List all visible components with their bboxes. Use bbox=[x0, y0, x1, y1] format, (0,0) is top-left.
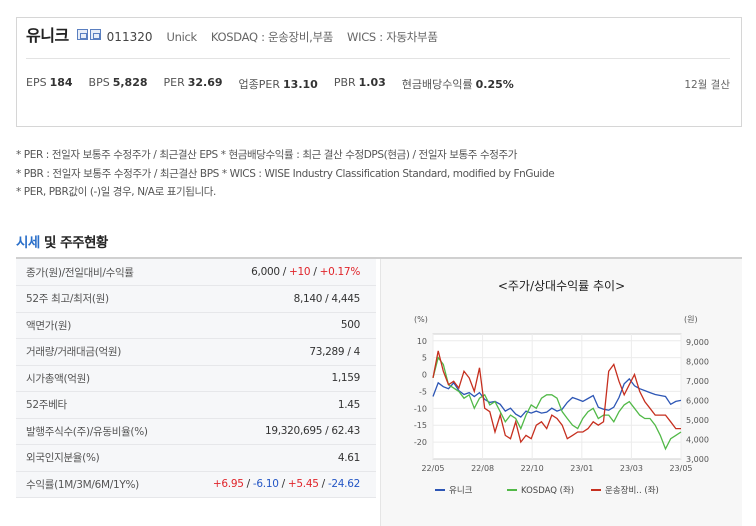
footnote-per: * PER : 전일자 보통주 수정주가 / 최근결산 EPS * 현금배당수익… bbox=[16, 149, 518, 161]
table-row: 시가총액(억원) 1,159 bbox=[16, 365, 376, 392]
y-left-tick-label: 0 bbox=[422, 371, 427, 380]
row-value: 4.61 bbox=[196, 444, 376, 472]
y-left-tick-label: -20 bbox=[414, 438, 427, 447]
price-chart: 10 5 0 -5 -10 -15 -20 9,000 8,000 7,000 6,000 5,000… bbox=[414, 315, 709, 496]
company-header: 유니크 011320 Unick KOSDAQ : 운송장비,부품 WICS :… bbox=[26, 22, 438, 46]
table-row: 외국인지분율(%) 4.61 bbox=[16, 444, 376, 472]
stat-industry-per: 업종PER 13.10 bbox=[238, 78, 318, 91]
wics-sector: WICS : 자동차부품 bbox=[347, 30, 438, 44]
y-left-tick-label: 5 bbox=[422, 354, 427, 363]
table-row: 액면가(원) 500 bbox=[16, 312, 376, 339]
y-left-unit: (%) bbox=[414, 315, 428, 324]
quote-table: 종가(원)/전일대비/수익률 6,000 / +10 / +0.17% 52주 … bbox=[16, 259, 376, 498]
y-right-tick-label: 9,000 bbox=[686, 338, 709, 347]
row-value: 19,320,695 / 62.43 bbox=[196, 418, 376, 445]
header-divider bbox=[26, 58, 730, 59]
footnote-na: * PER, PBR값이 (-)일 경우, N/A로 표기됩니다. bbox=[16, 186, 216, 198]
table-row: 수익률(1M/3M/6M/1Y%) +6.95 / -6.10 / +5.45 … bbox=[16, 471, 376, 498]
table-row: 52주 최고/최저(원) 8,140 / 4,445 bbox=[16, 285, 376, 313]
series-line-1 bbox=[432, 356, 682, 451]
stock-code: 011320 bbox=[106, 30, 153, 44]
chart-title: <주가/상대수익률 추이> bbox=[497, 279, 626, 293]
returns-value: +6.95 / -6.10 / +5.45 / -24.62 bbox=[196, 471, 376, 498]
row-label: 52주 최고/최저(원) bbox=[16, 285, 196, 313]
company-badges bbox=[76, 28, 101, 40]
footnote-pbr: * PBR : 전일자 보통주 수정주가 / 최근결산 BPS * WICS :… bbox=[16, 167, 555, 180]
company-name: 유니크 bbox=[26, 26, 69, 45]
row-value: 73,289 / 4 bbox=[196, 338, 376, 366]
row-label: 거래량/거래대금(억원) bbox=[16, 338, 196, 366]
series-line-2 bbox=[432, 350, 681, 444]
stat-eps: EPS 184 bbox=[26, 76, 73, 89]
market-sector: KOSDAQ : 운송장비,부품 bbox=[210, 30, 334, 44]
close-value: 6,000 / +10 / +0.17% bbox=[196, 259, 376, 286]
y-left-tick-label: -5 bbox=[419, 387, 427, 396]
english-name: Unick bbox=[166, 30, 197, 44]
stat-bps: BPS 5,828 bbox=[88, 76, 148, 89]
returns-label: 수익률(1M/3M/6M/1Y%) bbox=[16, 471, 196, 498]
stat-dividend-yield: 현금배당수익률 0.25% bbox=[401, 78, 514, 91]
row-value: 1,159 bbox=[196, 365, 376, 392]
section-title: 시세 및 주주현황 bbox=[16, 235, 108, 251]
table-row: 종가(원)/전일대비/수익률 6,000 / +10 / +0.17% bbox=[16, 259, 376, 286]
table-row: 발행주식수(주)/유동비율(%) 19,320,695 / 62.43 bbox=[16, 418, 376, 445]
legend-label: 운송장비.. (좌) bbox=[605, 485, 659, 496]
price-chart-panel: <주가/상대수익률 추이> 10 5 0 -5 -10 -15 -20 9,000 8,000 7… bbox=[380, 259, 742, 526]
legend-label: 유니크 bbox=[449, 485, 473, 496]
x-tick-label: 22/10 bbox=[521, 464, 544, 473]
y-right-tick-label: 7,000 bbox=[686, 377, 709, 386]
x-tick-label: 23/05 bbox=[669, 464, 692, 473]
row-label: 52주베타 bbox=[16, 391, 196, 419]
footnotes: * PER : 전일자 보통주 수정주가 / 최근결산 EPS * 현금배당수익… bbox=[16, 146, 555, 202]
stat-per: PER 32.69 bbox=[163, 76, 223, 89]
row-label: 액면가(원) bbox=[16, 312, 196, 339]
y-left-tick-label: 10 bbox=[417, 337, 427, 346]
y-left-tick-label: -10 bbox=[414, 404, 427, 413]
company-summary-box bbox=[16, 17, 742, 127]
row-label: 외국인지분율(%) bbox=[16, 444, 196, 472]
x-tick-label: 22/08 bbox=[471, 464, 494, 473]
y-right-unit: (원) bbox=[684, 315, 698, 324]
x-tick-label: 23/01 bbox=[570, 464, 593, 473]
table-row: 52주베타 1.45 bbox=[16, 391, 376, 419]
y-right-tick-label: 3,000 bbox=[686, 455, 709, 464]
section-rule bbox=[16, 257, 742, 259]
legend-label: KOSDAQ (좌) bbox=[521, 486, 574, 496]
x-tick-label: 23/03 bbox=[620, 464, 643, 473]
y-right-tick-label: 6,000 bbox=[686, 396, 709, 405]
y-left-tick-label: -15 bbox=[414, 421, 427, 430]
row-label: 시가총액(억원) bbox=[16, 365, 196, 392]
y-right-tick-label: 8,000 bbox=[686, 357, 709, 366]
row-value: 8,140 / 4,445 bbox=[196, 285, 376, 313]
company-badge-icon[interactable] bbox=[89, 28, 101, 40]
kosdaq-badge-icon[interactable] bbox=[76, 28, 88, 40]
row-value: 500 bbox=[196, 312, 376, 339]
x-tick-label: 22/05 bbox=[421, 464, 444, 473]
series-line-0 bbox=[432, 377, 682, 418]
valuation-stats: EPS 184 BPS 5,828 PER 32.69 업종PER 13.10 PBR 1… bbox=[26, 76, 530, 92]
row-value: 1.45 bbox=[196, 391, 376, 419]
close-label: 종가(원)/전일대비/수익률 bbox=[16, 259, 196, 286]
y-right-tick-label: 4,000 bbox=[686, 435, 709, 444]
row-label: 발행주식수(주)/유동비율(%) bbox=[16, 418, 196, 445]
settlement-label: 12월 결산 bbox=[684, 79, 730, 91]
stat-pbr: PBR 1.03 bbox=[333, 76, 386, 89]
y-right-tick-label: 5,000 bbox=[686, 416, 709, 425]
table-row: 거래량/거래대금(억원) 73,289 / 4 bbox=[16, 338, 376, 366]
